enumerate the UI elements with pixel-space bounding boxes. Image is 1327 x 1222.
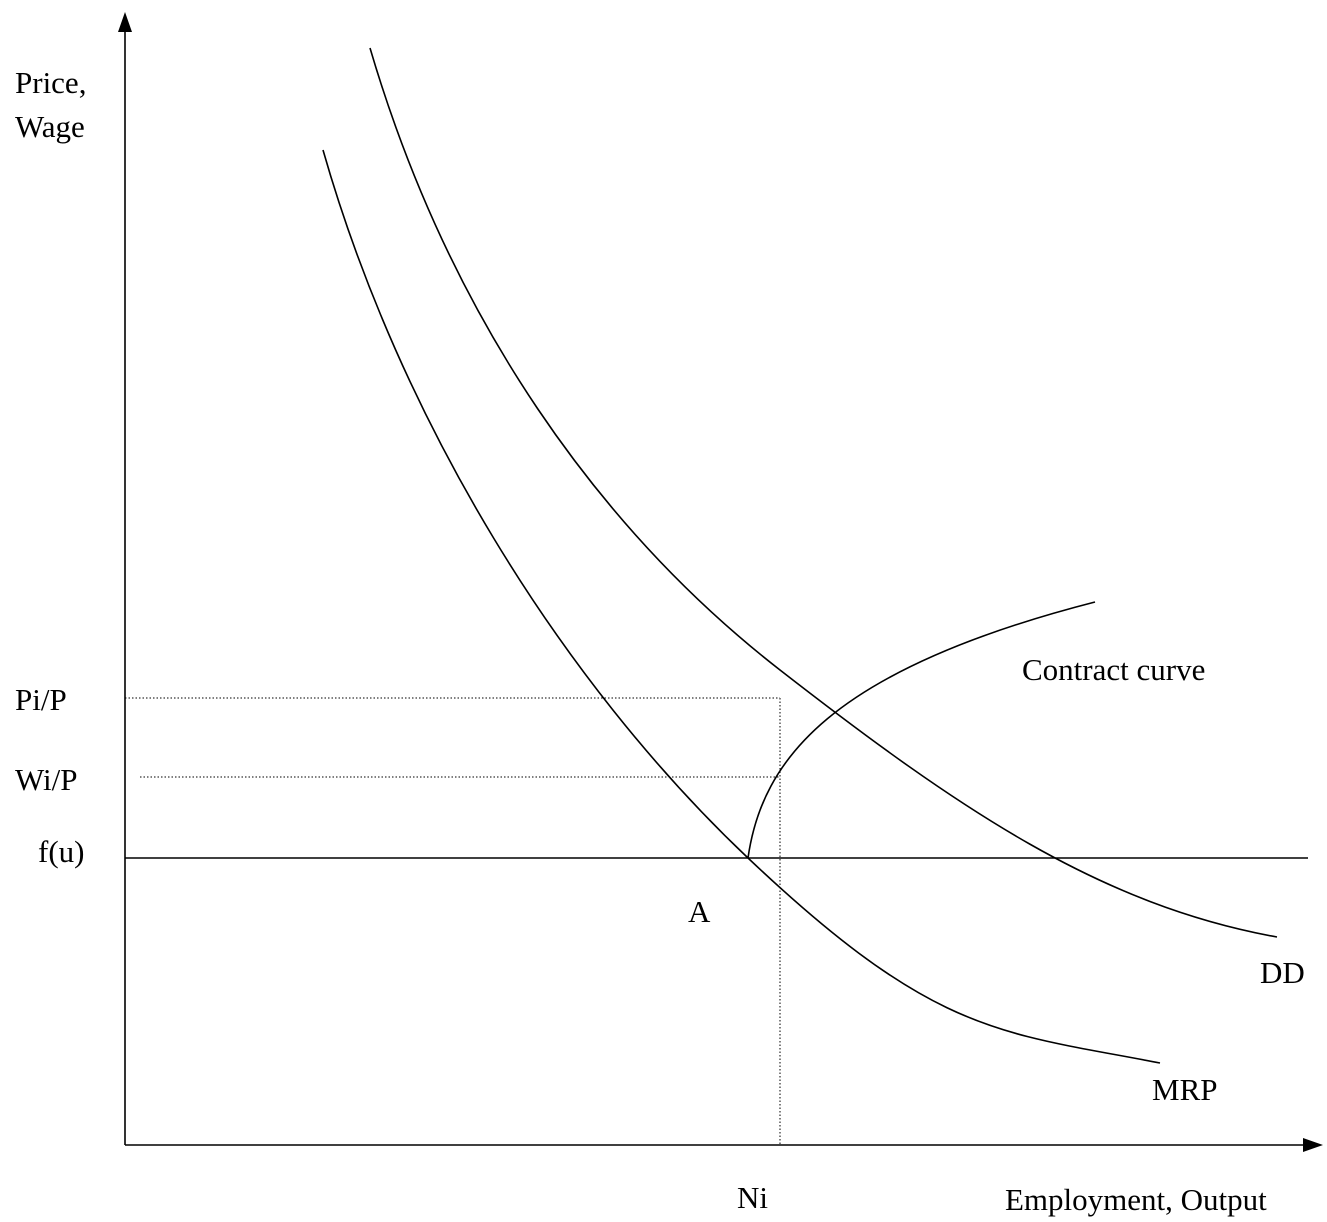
x-axis-arrow [1303,1138,1323,1152]
curve-label: Contract curve [1022,652,1205,687]
dd-curve [369,47,1278,938]
mrp-curve [322,149,1161,1064]
level-label: Ni [737,1180,768,1215]
level-label: Pi/P [15,682,67,717]
y-axis-label: Wage [15,109,85,144]
point-label: A [688,894,711,929]
curve-label: MRP [1152,1072,1217,1107]
curve-label: DD [1260,955,1305,990]
level-label: f(u) [38,834,84,869]
level-label: Wi/P [15,762,77,797]
x-axis-label: Employment, Output [1005,1182,1267,1217]
contract-curve [747,601,1096,859]
y-axis-arrow [118,12,132,32]
y-axis-label: Price, [15,65,86,100]
